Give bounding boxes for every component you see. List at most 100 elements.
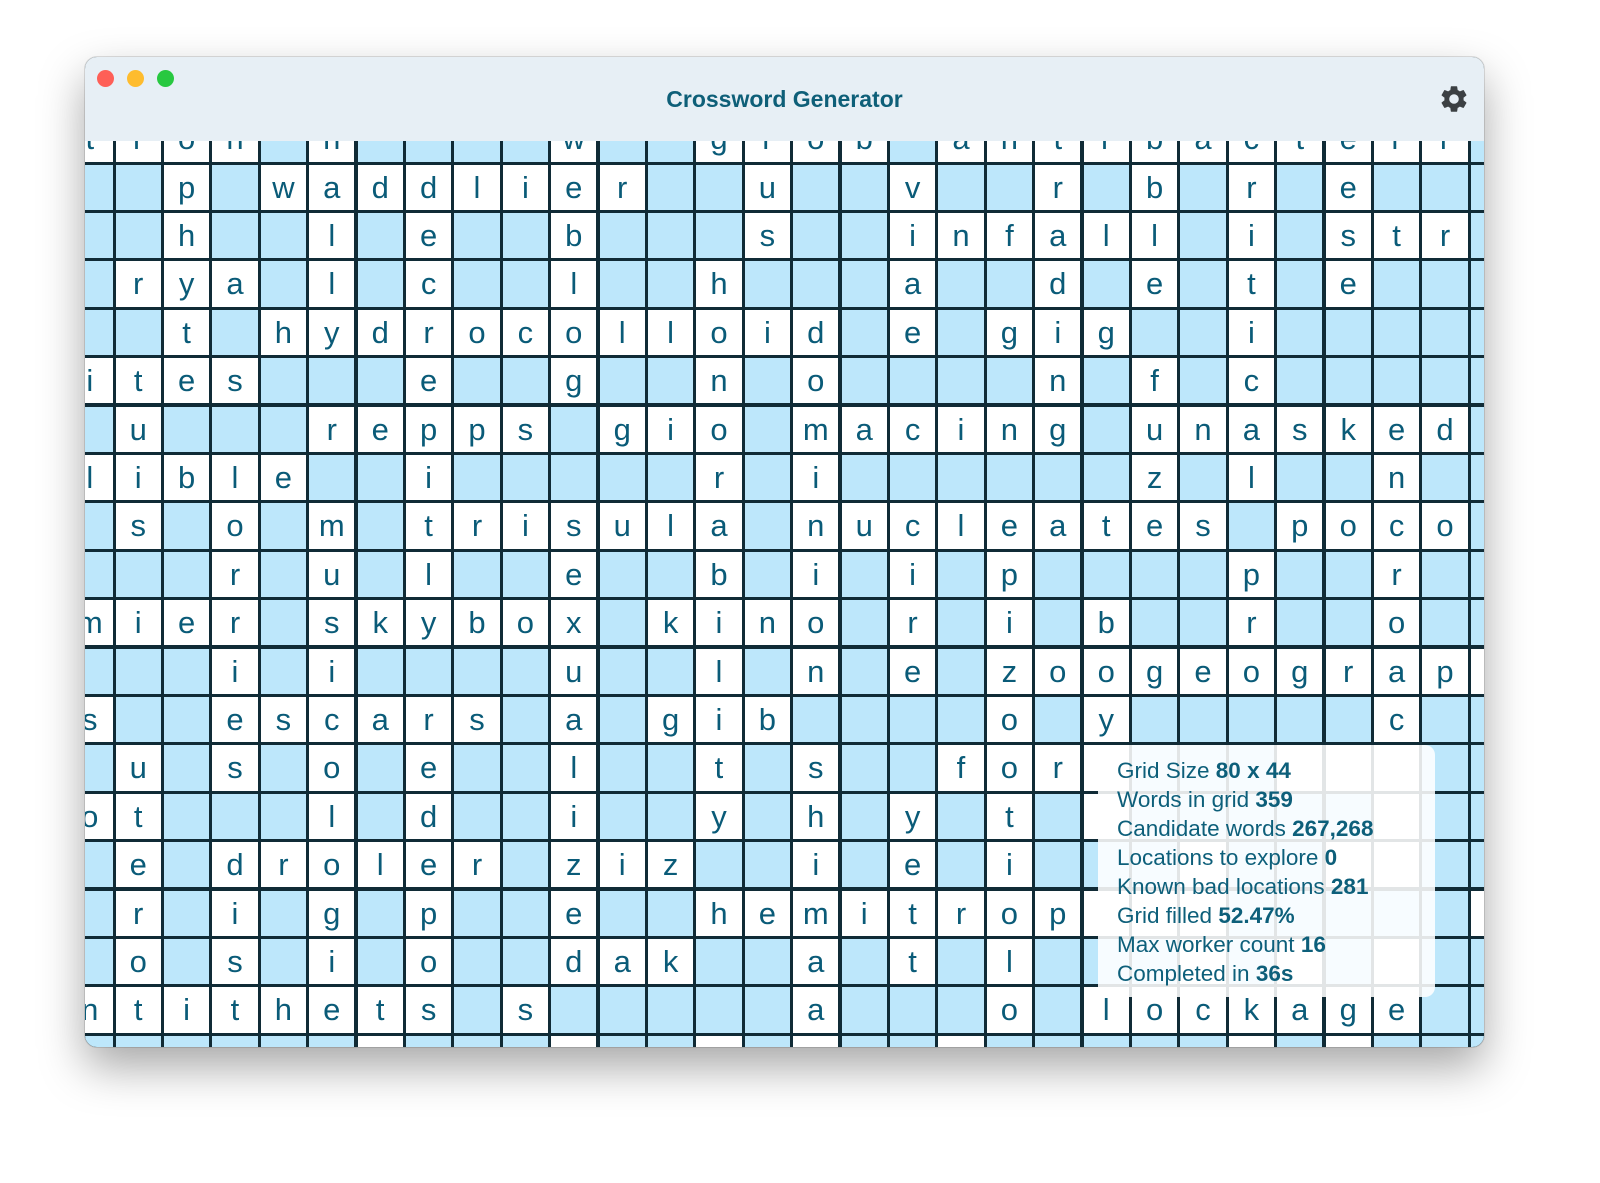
grid-cell-letter[interactable]: i [1228, 309, 1275, 356]
grid-cell-letter[interactable]: o [696, 406, 742, 452]
grid-cell-letter[interactable]: r [260, 842, 307, 888]
grid-cell-shaded[interactable] [502, 212, 549, 259]
grid-cell-shaded[interactable] [212, 406, 258, 452]
grid-cell-letter[interactable]: o [793, 141, 839, 162]
grid-cell-letter[interactable]: i [502, 164, 549, 210]
grid-cell-letter[interactable]: b [696, 551, 742, 598]
grid-cell-letter[interactable]: d [551, 938, 597, 985]
grid-cell-shaded[interactable] [1180, 309, 1226, 356]
grid-cell-letter[interactable]: u [744, 164, 791, 210]
grid-cell-letter[interactable]: y [309, 309, 355, 356]
grid-cell-letter[interactable]: r [1083, 141, 1129, 162]
grid-cell-letter[interactable]: s [1180, 503, 1226, 549]
grid-cell-letter[interactable]: m [793, 406, 839, 452]
grid-cell-letter[interactable]: v [1470, 890, 1484, 936]
grid-cell-letter[interactable]: w [260, 164, 307, 210]
grid-cell-letter[interactable]: t [551, 1035, 597, 1047]
grid-cell-shaded[interactable] [85, 648, 113, 694]
grid-cell-letter[interactable]: a [309, 164, 355, 210]
grid-cell-shaded[interactable] [889, 358, 936, 404]
grid-cell-letter[interactable]: f [986, 212, 1033, 259]
grid-cell-letter[interactable]: e [405, 358, 452, 404]
grid-cell-shaded[interactable] [309, 454, 355, 501]
grid-cell-letter[interactable]: h [260, 987, 307, 1033]
grid-cell-letter[interactable]: i [85, 358, 113, 404]
grid-cell-letter[interactable]: t [1325, 1035, 1371, 1047]
grid-cell-shaded[interactable] [841, 261, 887, 307]
grid-cell-shaded[interactable] [1277, 551, 1323, 598]
grid-cell-letter[interactable]: i [696, 600, 742, 646]
grid-cell-letter[interactable]: c [1373, 503, 1420, 549]
grid-cell-letter[interactable]: p [1422, 648, 1468, 694]
grid-cell-shaded[interactable] [938, 309, 984, 356]
grid-cell-shaded[interactable] [1470, 503, 1484, 549]
grid-cell-shaded[interactable] [744, 503, 791, 549]
grid-cell-shaded[interactable] [744, 454, 791, 501]
grid-cell-letter[interactable]: e [163, 600, 210, 646]
grid-cell-shaded[interactable] [938, 454, 984, 501]
grid-cell-letter[interactable]: r [1373, 141, 1420, 162]
grid-cell-letter[interactable]: r [309, 406, 355, 452]
grid-cell-letter[interactable]: d [405, 793, 452, 840]
grid-cell-shaded[interactable] [260, 890, 307, 936]
grid-cell-letter[interactable]: i [793, 842, 839, 888]
grid-cell-shaded[interactable] [744, 406, 791, 452]
grid-cell-shaded[interactable] [551, 406, 597, 452]
grid-cell-shaded[interactable] [1228, 696, 1275, 743]
grid-cell-letter[interactable]: i [841, 890, 887, 936]
grid-cell-letter[interactable]: b [1131, 141, 1178, 162]
grid-cell-letter[interactable]: x [551, 600, 597, 646]
grid-cell-letter[interactable]: b [454, 600, 500, 646]
grid-cell-letter[interactable]: w [551, 141, 597, 162]
grid-cell-shaded[interactable] [502, 696, 549, 743]
grid-cell-letter[interactable]: b [744, 696, 791, 743]
grid-cell-shaded[interactable] [1035, 454, 1081, 501]
grid-cell-shaded[interactable] [163, 938, 210, 985]
grid-cell-shaded[interactable] [454, 1035, 500, 1047]
grid-cell-shaded[interactable] [841, 745, 887, 791]
grid-cell-shaded[interactable] [85, 745, 113, 791]
grid-cell-letter[interactable]: o [1035, 648, 1081, 694]
grid-cell-letter[interactable]: p [986, 551, 1033, 598]
grid-cell-shaded[interactable] [454, 551, 500, 598]
grid-cell-shaded[interactable] [502, 141, 549, 162]
grid-cell-shaded[interactable] [357, 793, 403, 840]
grid-cell-letter[interactable]: i [357, 1035, 403, 1047]
grid-cell-letter[interactable]: k [357, 600, 403, 646]
grid-cell-letter[interactable]: a [551, 696, 597, 743]
grid-cell-shaded[interactable] [85, 503, 113, 549]
grid-cell-shaded[interactable] [1131, 696, 1178, 743]
grid-cell-shaded[interactable] [163, 793, 210, 840]
grid-cell-shaded[interactable] [938, 358, 984, 404]
grid-cell-shaded[interactable] [647, 141, 694, 162]
grid-cell-shaded[interactable] [1470, 454, 1484, 501]
grid-cell-letter[interactable]: a [1180, 141, 1226, 162]
grid-cell-letter[interactable]: a [841, 406, 887, 452]
grid-cell-letter[interactable]: p [1277, 503, 1323, 549]
grid-cell-shaded[interactable] [793, 212, 839, 259]
grid-cell-shaded[interactable] [1180, 600, 1226, 646]
grid-cell-letter[interactable]: s [212, 745, 258, 791]
grid-cell-letter[interactable]: o [986, 745, 1033, 791]
grid-cell-shaded[interactable] [647, 987, 694, 1033]
grid-cell-letter[interactable]: t [1035, 141, 1081, 162]
grid-cell-letter[interactable]: e [889, 309, 936, 356]
grid-cell-shaded[interactable] [1470, 141, 1484, 162]
grid-cell-shaded[interactable] [1373, 1035, 1420, 1047]
grid-cell-shaded[interactable] [841, 793, 887, 840]
grid-cell-letter[interactable]: n [1373, 454, 1420, 501]
grid-cell-shaded[interactable] [85, 164, 113, 210]
grid-cell-shaded[interactable] [744, 261, 791, 307]
grid-cell-shaded[interactable] [1422, 1035, 1468, 1047]
grid-cell-shaded[interactable] [260, 358, 307, 404]
grid-cell-letter[interactable]: o [405, 938, 452, 985]
grid-cell-shaded[interactable] [1035, 696, 1081, 743]
grid-cell-letter[interactable]: z [551, 842, 597, 888]
grid-cell-letter[interactable]: i [212, 648, 258, 694]
grid-cell-letter[interactable]: e [309, 987, 355, 1033]
grid-cell-shaded[interactable] [1035, 1035, 1081, 1047]
grid-cell-letter[interactable]: h [696, 890, 742, 936]
grid-cell-shaded[interactable] [841, 987, 887, 1033]
grid-cell-shaded[interactable] [357, 212, 403, 259]
grid-cell-letter[interactable]: u [115, 745, 161, 791]
